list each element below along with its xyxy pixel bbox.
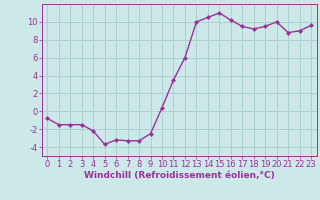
X-axis label: Windchill (Refroidissement éolien,°C): Windchill (Refroidissement éolien,°C) — [84, 171, 275, 180]
